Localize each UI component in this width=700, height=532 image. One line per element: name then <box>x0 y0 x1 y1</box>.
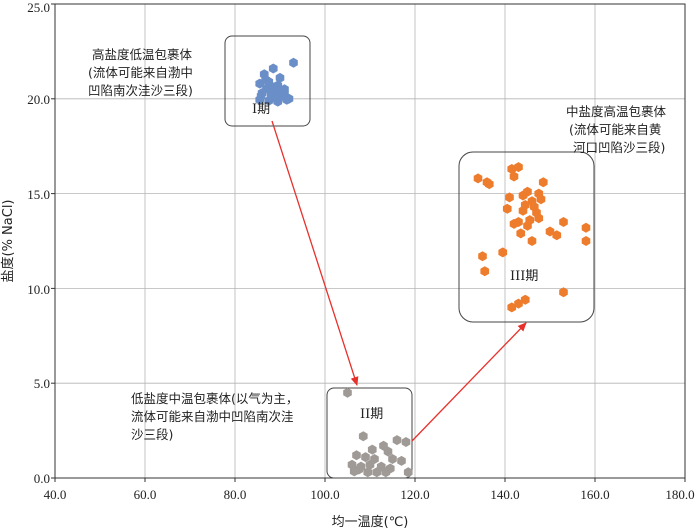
x-tick-label: 160.0 <box>580 487 609 502</box>
data-point-series-1 <box>268 63 278 74</box>
data-point-series-1 <box>262 83 271 94</box>
data-point-series-1 <box>275 72 285 83</box>
data-point-series-1 <box>280 89 289 100</box>
annotation-line: 高盐度低温包裹体 <box>92 47 193 62</box>
data-point-series-1 <box>289 57 298 68</box>
data-point-series-2 <box>354 464 364 475</box>
annotation-line: 低盐度中温包裹体(以气为主， <box>131 391 298 406</box>
data-point-series-1 <box>261 74 270 85</box>
data-point-series-3 <box>507 302 517 313</box>
data-point-series-1 <box>267 92 277 103</box>
x-axis-title: 均一温度(℃) <box>332 514 409 530</box>
annotation-line: 凹陷南次洼沙三段) <box>88 83 193 98</box>
y-tick-label: 5.0 <box>34 376 50 391</box>
annotation-line: 沙三段) <box>131 427 173 442</box>
data-point-series-2 <box>343 387 352 398</box>
data-point-series-2 <box>358 431 368 442</box>
data-point-series-2 <box>365 459 375 470</box>
data-point-series-2 <box>383 446 393 457</box>
data-point-series-3 <box>507 164 517 174</box>
x-tick-label: 40.0 <box>44 487 67 502</box>
x-tick-label: 120.0 <box>400 487 429 502</box>
x-tick-label: 100.0 <box>310 487 339 502</box>
data-point-series-3 <box>559 287 568 298</box>
y-tick-label: 25.0 <box>27 0 50 15</box>
data-point-series-3 <box>509 218 519 229</box>
annotation-stage-1: 高盐度低温包裹体 (流体可能来自渤中 凹陷南次洼沙三段) <box>88 47 193 98</box>
x-tick-label: 140.0 <box>490 487 519 502</box>
data-point-series-1 <box>256 91 266 101</box>
data-point-series-2 <box>397 455 406 466</box>
data-point-series-3 <box>545 226 555 237</box>
x-tick-label: 60.0 <box>134 487 157 502</box>
data-point-series-3 <box>559 217 568 227</box>
data-points <box>255 57 591 478</box>
annotation-line: 中盐度高温包裹体 <box>566 104 667 119</box>
arrow-stage1-to-stage2 <box>271 120 359 386</box>
data-point-series-3 <box>514 298 523 309</box>
stage-label-2: II期 <box>360 407 383 422</box>
stage-label-1: I期 <box>252 102 270 117</box>
data-point-series-3 <box>520 294 530 305</box>
axis-ticks <box>51 3 686 482</box>
data-point-series-3 <box>581 236 591 246</box>
annotation-stage-3: 中盐度高温包裹体 (流体可能来自黄 河口凹陷沙三段) <box>566 104 667 155</box>
data-point-series-2 <box>352 450 361 461</box>
data-point-series-3 <box>514 162 523 173</box>
stage-1-box <box>224 35 311 127</box>
data-point-series-3 <box>538 177 548 188</box>
x-tick-labels: 40.0 60.0 80.0 100.0 120.0 140.0 160.0 1… <box>44 487 695 502</box>
x-tick-label: 80.0 <box>224 487 247 502</box>
y-tick-labels: 0.0 5.0 10.0 15.0 20.0 25.0 <box>27 0 50 486</box>
data-point-series-3 <box>536 194 546 205</box>
data-point-series-3 <box>581 222 591 233</box>
annotation-stage-2: 低盐度中温包裹体(以气为主， 流体可能来自渤中凹陷南次洼 沙三段) <box>131 391 298 442</box>
stage-label-3: III期 <box>510 269 538 284</box>
data-point-series-3 <box>552 230 562 241</box>
data-point-series-3 <box>516 228 526 239</box>
x-tick-label: 180.0 <box>665 487 694 502</box>
y-tick-label: 15.0 <box>27 187 50 202</box>
data-point-series-2 <box>381 467 391 478</box>
data-point-series-3 <box>527 236 537 246</box>
annotation-line: 河口凹陷沙三段) <box>573 140 665 155</box>
data-point-series-3 <box>502 203 512 214</box>
stage-2-box <box>326 387 413 479</box>
data-point-series-2 <box>388 454 397 464</box>
annotation-line: 流体可能来自渤中凹陷南次洼 <box>131 409 294 424</box>
data-point-series-3 <box>480 266 490 277</box>
data-point-series-3 <box>518 205 528 216</box>
y-axis-title: 盐度(% NaCl) <box>0 199 16 282</box>
data-point-series-3 <box>484 179 494 190</box>
stage-3-box <box>458 151 595 323</box>
data-point-series-3 <box>518 190 528 201</box>
data-point-series-3 <box>523 220 532 231</box>
annotation-line: (流体可能来自黄 <box>569 122 661 137</box>
data-point-series-2 <box>361 452 370 463</box>
data-point-series-2 <box>363 467 373 478</box>
data-point-series-2 <box>367 444 377 455</box>
data-point-series-3 <box>505 192 514 203</box>
y-tick-label: 10.0 <box>27 282 50 297</box>
data-point-series-3 <box>473 173 483 184</box>
data-point-series-3 <box>534 213 544 224</box>
data-point-series-2 <box>403 467 413 478</box>
data-point-series-3 <box>509 171 519 182</box>
y-tick-label: 0.0 <box>34 471 50 486</box>
data-point-series-3 <box>478 251 487 262</box>
data-point-series-2 <box>392 435 402 446</box>
data-point-series-2 <box>401 437 411 447</box>
arrow-stage2-to-stage3 <box>411 322 527 442</box>
grid-lines <box>55 4 685 478</box>
annotation-line: (流体可能来自渤中 <box>88 65 193 80</box>
data-point-series-2 <box>372 467 382 478</box>
y-tick-label: 20.0 <box>27 92 50 107</box>
data-point-series-3 <box>498 247 508 258</box>
